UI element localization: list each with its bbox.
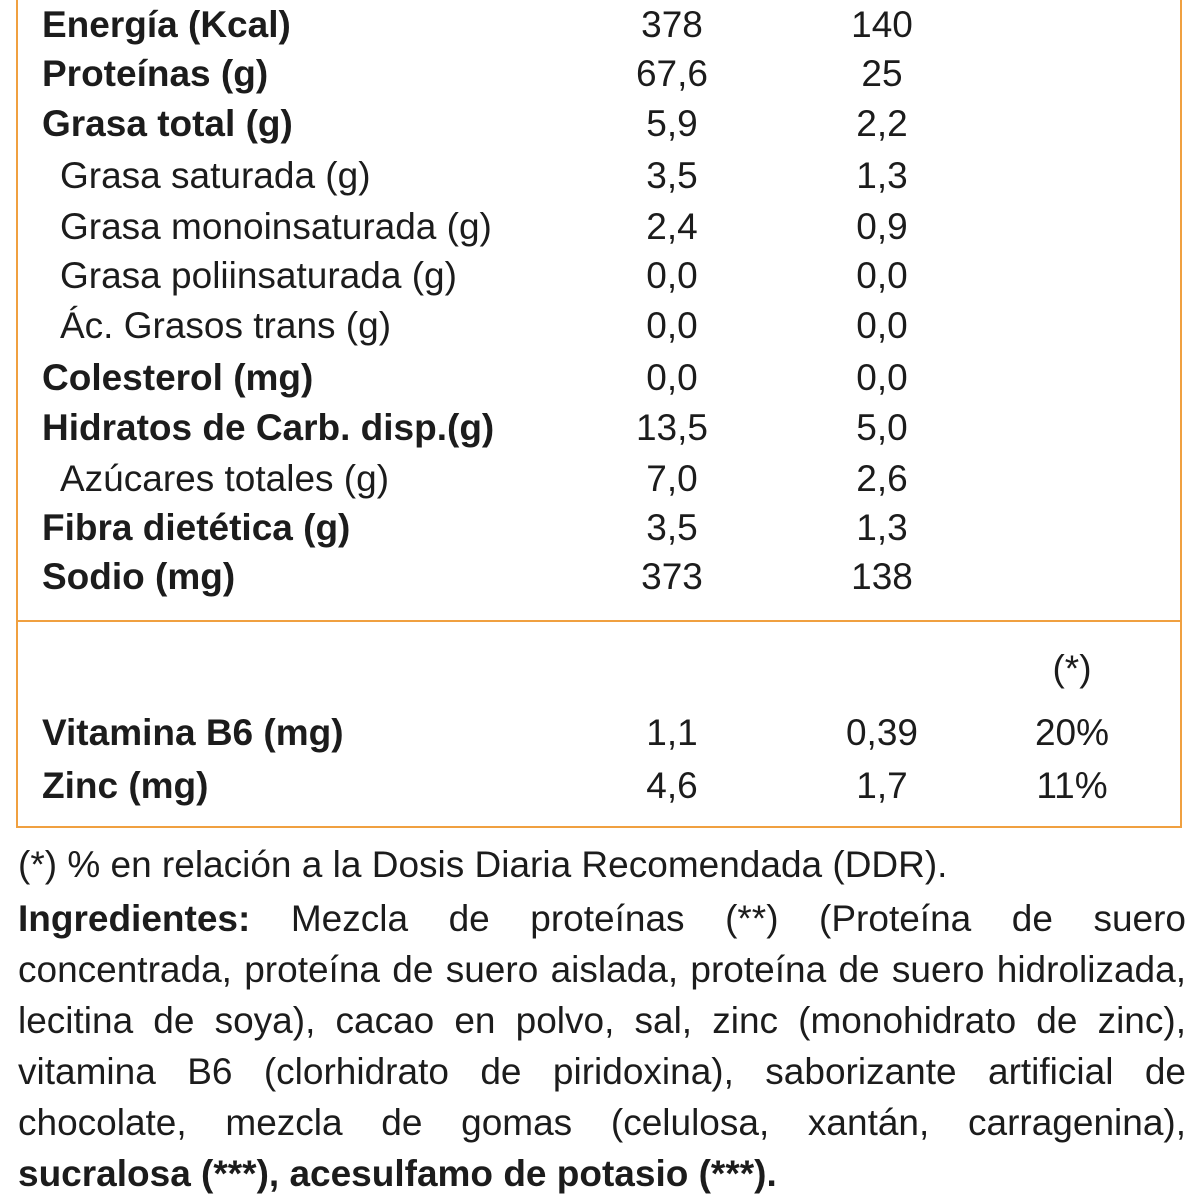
value-per-100g: 67,6 xyxy=(635,53,708,94)
value-per-100g: 5,9 xyxy=(646,103,698,144)
nutrition-row: Ác. Grasos trans (g) 0,0 0,0 xyxy=(18,301,1180,351)
percent-ddr: 20% xyxy=(1034,712,1110,753)
nutrient-label: Proteínas (g) xyxy=(42,53,269,94)
nutrient-label: Zinc (mg) xyxy=(42,765,209,806)
value-per-portion: 1,3 xyxy=(856,155,908,196)
percent-ddr: 11% xyxy=(1036,765,1108,806)
value-per-100g: 2,4 xyxy=(646,206,698,247)
value-per-portion: 0,0 xyxy=(856,305,908,346)
nutrient-label: Fibra dietética (g) xyxy=(42,507,351,548)
nutrition-row: Azúcares totales (g) 7,0 2,6 xyxy=(18,454,1180,504)
nutrient-label: Vitamina B6 (mg) xyxy=(42,712,344,753)
nutrient-label: Grasa saturada (g) xyxy=(60,155,371,196)
value-per-100g: 7,0 xyxy=(646,458,698,499)
nutrient-label: Ác. Grasos trans (g) xyxy=(60,305,392,346)
value-per-100g: 3,5 xyxy=(646,507,698,548)
nutrient-label: Energía (Kcal) xyxy=(42,4,291,45)
value-per-portion: 2,6 xyxy=(856,458,908,499)
value-per-100g: 0,0 xyxy=(646,305,698,346)
value-per-portion: 0,9 xyxy=(856,206,908,247)
value-per-portion: 0,0 xyxy=(856,357,908,398)
value-per-100g: 4,6 xyxy=(646,765,698,806)
value-per-portion: 5,0 xyxy=(856,407,908,448)
micronutrient-row: Zinc (mg) 4,6 1,7 11% xyxy=(18,761,1180,811)
nutrient-label: Colesterol (mg) xyxy=(42,357,314,398)
value-per-100g: 13,5 xyxy=(635,407,708,448)
nutrition-row: Energía (Kcal) 378 140 xyxy=(18,0,1180,50)
value-per-portion: 0,39 xyxy=(845,712,918,753)
nutrition-row: Colesterol (mg) 0,0 0,0 xyxy=(18,353,1180,403)
nutrition-row: Proteínas (g) 67,6 25 xyxy=(18,49,1180,99)
value-per-100g: 373 xyxy=(641,556,703,597)
nutrient-label: Sodio (mg) xyxy=(42,556,236,597)
nutrient-label: Hidratos de Carb. disp.(g) xyxy=(42,407,495,448)
micronutrient-table: (*) Vitamina B6 (mg) 1,1 0,39 20% Zinc (… xyxy=(16,622,1182,828)
value-per-100g: 0,0 xyxy=(646,255,698,296)
nutrient-label: Grasa total (g) xyxy=(42,103,293,144)
nutrient-label: Grasa poliinsaturada (g) xyxy=(60,255,457,296)
value-per-portion: 1,3 xyxy=(856,507,908,548)
ingredients-text: Mezcla de proteínas (**) (Proteína de su… xyxy=(18,898,1186,1143)
value-per-portion: 25 xyxy=(861,53,903,94)
nutrition-row: Grasa total (g) 5,9 2,2 xyxy=(18,99,1180,149)
ingredients-sweeteners: sucralosa (***), acesulfamo de potasio (… xyxy=(18,1153,777,1194)
micronutrient-row: Vitamina B6 (mg) 1,1 0,39 20% xyxy=(18,708,1180,758)
nutrition-row: Sodio (mg) 373 138 xyxy=(18,552,1180,602)
nutrition-row: Fibra dietética (g) 3,5 1,3 xyxy=(18,503,1180,553)
nutrition-table: Energía (Kcal) 378 140 Proteínas (g) 67,… xyxy=(16,0,1182,622)
percent-ddr-header: (*) xyxy=(1052,648,1092,689)
value-per-portion: 2,2 xyxy=(856,103,908,144)
nutrition-row: Grasa monoinsaturada (g) 2,4 0,9 xyxy=(18,202,1180,252)
value-per-100g: 0,0 xyxy=(646,357,698,398)
nutrition-row: Grasa saturada (g) 3,5 1,3 xyxy=(18,151,1180,201)
ddr-footnote: (*) % en relación a la Dosis Diaria Reco… xyxy=(18,844,948,885)
ingredients-label: Ingredientes: xyxy=(18,898,251,939)
value-per-portion: 0,0 xyxy=(856,255,908,296)
nutrient-label: Azúcares totales (g) xyxy=(60,458,390,499)
value-per-100g: 1,1 xyxy=(646,712,698,753)
value-per-100g: 3,5 xyxy=(646,155,698,196)
value-per-portion: 138 xyxy=(851,556,913,597)
nutrition-row: Hidratos de Carb. disp.(g) 13,5 5,0 xyxy=(18,403,1180,453)
nutrition-row: Grasa poliinsaturada (g) 0,0 0,0 xyxy=(18,251,1180,301)
nutrient-label: Grasa monoinsaturada (g) xyxy=(60,206,492,247)
value-per-portion: 140 xyxy=(851,4,913,45)
value-per-100g: 378 xyxy=(641,4,703,45)
ingredients-paragraph: Ingredientes: Mezcla de proteínas (**) (… xyxy=(18,893,1186,1199)
value-per-portion: 1,7 xyxy=(856,765,908,806)
